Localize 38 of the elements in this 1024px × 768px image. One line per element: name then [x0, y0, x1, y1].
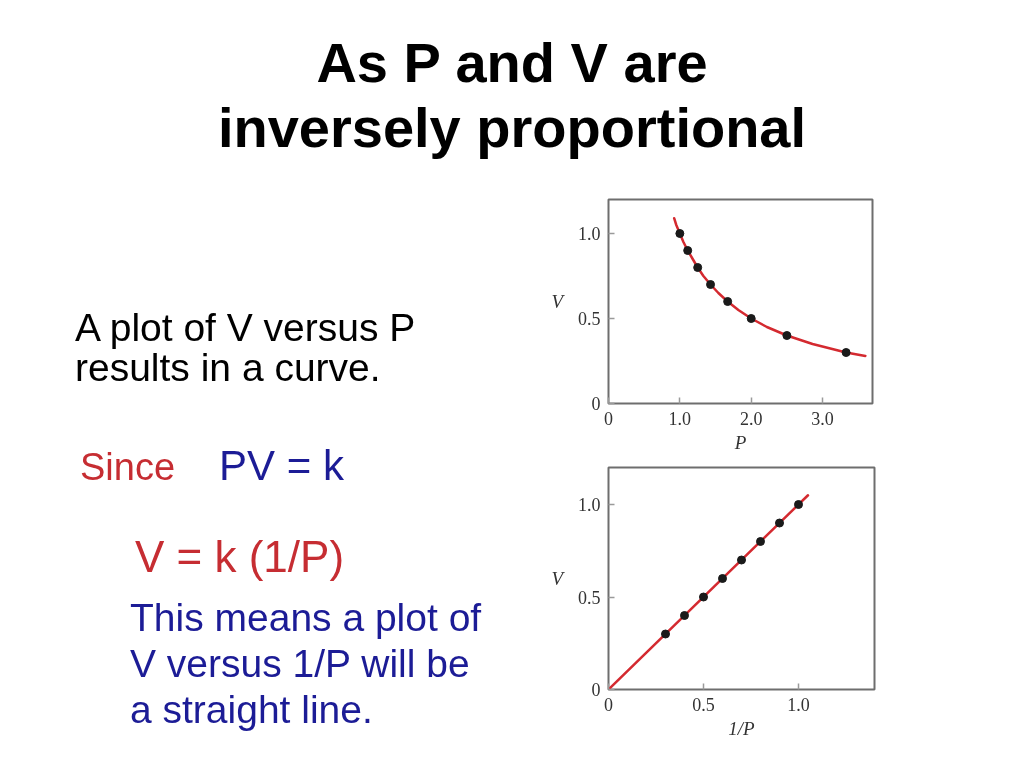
y-axis-title: V	[551, 568, 566, 589]
point	[794, 500, 803, 509]
y-tick-label: 0	[591, 394, 601, 414]
y-axis-title: V	[551, 291, 566, 312]
text: PV = k	[219, 442, 345, 489]
y-tick-label: 0.5	[578, 587, 601, 608]
point	[680, 611, 689, 620]
text: V = k (1/P)	[135, 532, 346, 581]
text: A plot of V versus P results in a curve.	[75, 306, 416, 389]
point	[675, 229, 685, 238]
y-tick-label: 1.0	[578, 224, 601, 244]
point	[775, 518, 784, 528]
point	[756, 537, 765, 546]
point	[706, 280, 716, 289]
text: Since	[80, 446, 177, 488]
point	[683, 246, 693, 255]
x-tick-label: 1.0	[668, 408, 692, 429]
text: This means a plot of V versus 1/P will be a straight line.	[130, 595, 483, 733]
line-series	[672, 216, 867, 358]
y-tick-label: 0	[591, 680, 601, 700]
point	[718, 574, 727, 583]
x-tick-label: 1.0	[787, 694, 810, 715]
point	[661, 629, 670, 639]
point	[693, 263, 703, 272]
point	[723, 297, 733, 306]
x-tick-label: 2.0	[739, 408, 763, 429]
point	[699, 592, 708, 602]
point	[737, 555, 746, 565]
text: As P and V are inversely proportional	[216, 30, 808, 160]
point	[782, 331, 792, 340]
x-tick-label: 0.5	[692, 694, 715, 715]
x-axis-title: 1/P	[728, 717, 756, 739]
point	[841, 348, 851, 357]
x-axis-title: P	[733, 431, 747, 453]
x-tick-label: 3.0	[811, 408, 834, 429]
y-tick-label: 1.0	[578, 495, 601, 515]
y-tick-label: 0.5	[578, 309, 601, 329]
point	[746, 314, 756, 323]
